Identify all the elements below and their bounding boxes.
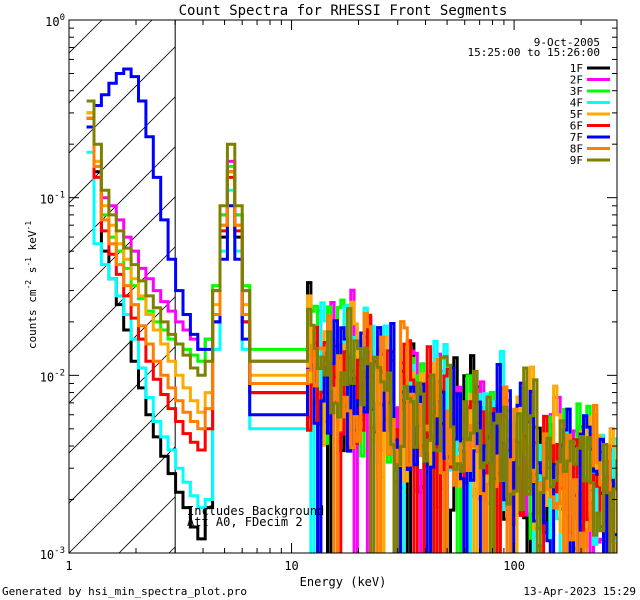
plot-frame	[68, 19, 618, 554]
y-tick-label: 100	[45, 13, 65, 29]
legend-label-5F: 5F	[570, 108, 583, 121]
y-tick-label: 10-3	[40, 546, 65, 562]
legend-label-9F: 9F	[570, 154, 583, 167]
series-9F	[86, 99, 617, 553]
footer-generated-by: Generated by hsi_min_spectra_plot.pro	[2, 585, 247, 598]
x-tick-label: 1	[65, 559, 72, 573]
legend-label-6F: 6F	[570, 120, 583, 133]
axis-ticks: 1 10 100 100 10-1 10-2 10-3	[40, 13, 617, 573]
legend-label-3F: 3F	[570, 85, 583, 98]
legend-date: 9-Oct-2005	[534, 36, 600, 49]
annotation-attenuator: Att A0, FDecim 2	[187, 515, 303, 529]
x-tick-label: 100	[503, 559, 525, 573]
hatch-line	[69, 20, 203, 154]
footer-timestamp: 13-Apr-2023 15:29	[523, 585, 636, 598]
annotation-background: Includes Background	[187, 504, 324, 518]
legend-label-8F: 8F	[570, 143, 583, 156]
x-axis-label: Energy (keV)	[300, 575, 387, 589]
x-tick-label: 10	[284, 559, 298, 573]
series-group	[86, 67, 617, 553]
legend: 9-Oct-2005 15:25:00 to 15:26:00 1F2F3F4F…	[468, 36, 610, 167]
legend-label-2F: 2F	[570, 74, 583, 87]
y-tick-label: 10-2	[40, 368, 65, 384]
legend-time: 15:25:00 to 15:26:00	[468, 46, 600, 59]
legend-label-1F: 1F	[570, 62, 583, 75]
y-tick-label: 10-1	[40, 191, 65, 207]
y-axis-label: counts cm-2 s-1 keV-1	[24, 221, 39, 349]
hatch-line	[0, 20, 2, 553]
hatch-line	[69, 20, 253, 204]
legend-label-7F: 7F	[570, 131, 583, 144]
chart-title: Count Spectra for RHESSI Front Segments	[179, 3, 508, 19]
legend-label-4F: 4F	[570, 97, 583, 110]
